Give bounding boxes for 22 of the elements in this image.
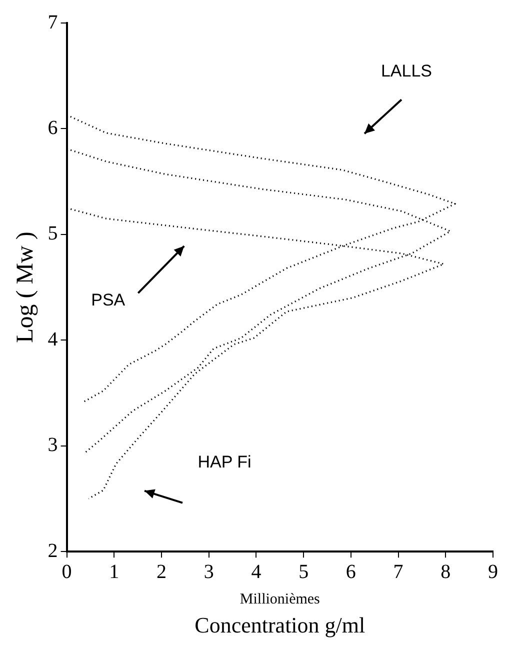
x-tick-label: 8 <box>440 560 451 583</box>
x-tick-label: 5 <box>298 560 309 583</box>
y-tick-label: 3 <box>48 434 58 456</box>
annotation: LALLS <box>380 61 432 80</box>
annotation: HAP Fi <box>198 452 252 472</box>
y-tick-label: 2 <box>48 540 58 562</box>
x-tick-label: 1 <box>109 560 120 583</box>
x-tick-label: 3 <box>204 560 214 583</box>
annotation: PSA <box>91 290 126 310</box>
y-tick-label: 7 <box>48 11 58 34</box>
y-axis-title: Log ( Mw ) <box>12 232 39 343</box>
x-tick-label: 9 <box>488 560 498 583</box>
x-tick-label: 0 <box>62 560 72 583</box>
text: Millionièmes <box>240 592 320 608</box>
y-tick-label: 5 <box>48 222 58 245</box>
y-tick-label: 6 <box>48 116 58 139</box>
x-tick-label: 7 <box>393 560 404 583</box>
x-tick-label: 4 <box>251 560 262 583</box>
x-axis-title: Concentration g/ml <box>194 612 366 638</box>
y-tick-label: 4 <box>48 328 58 350</box>
x-tick-label: 6 <box>346 560 356 583</box>
x-tick-label: 2 <box>156 560 167 583</box>
